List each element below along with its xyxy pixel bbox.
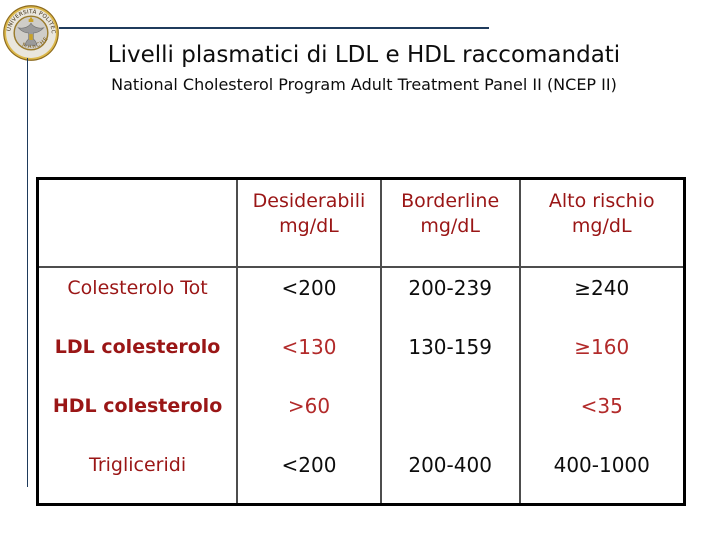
col-header-unit: mg/dL (420, 215, 480, 238)
accent-horizontal-line (59, 27, 489, 29)
table-value-cell: <200 (238, 444, 382, 503)
value-trigliceridi-alto-rischio: 400-1000 (553, 452, 650, 477)
table-value-cell: ≥160 (521, 327, 683, 386)
value-ldl-alto-rischio: ≥160 (574, 335, 630, 360)
col-header-alto-rischio: Alto rischio mg/dL (520, 180, 683, 268)
value-ldl-desiderabili: <130 (281, 335, 337, 360)
university-seal-icon: UNIVERSITÀ POLITECNICA MARCHE (0, 0, 59, 61)
table-value-cell: ≥240 (521, 268, 683, 327)
accent-vertical-line (27, 58, 28, 487)
col-header-label: Alto rischio (548, 190, 655, 212)
eagle-icon (17, 17, 45, 46)
university-seal-logo: UNIVERSITÀ POLITECNICA MARCHE (0, 0, 60, 62)
table-row-label-cell: Trigliceridi (39, 444, 239, 503)
table-value-cell: 130-159 (382, 326, 521, 386)
cholesterol-levels-table: Desiderabili mg/dL Borderline mg/dL Alto… (36, 177, 686, 506)
col-header-borderline: Borderline mg/dL (381, 180, 521, 268)
col-header-label: Borderline (401, 190, 500, 212)
value-colesterolo-borderline: 200-239 (408, 276, 492, 301)
row-label-colesterolo-tot: Colesterolo Tot (67, 277, 208, 300)
value-trigliceridi-borderline: 200-400 (408, 452, 492, 477)
value-colesterolo-desiderabili: <200 (281, 276, 337, 301)
table-value-cell: 200-239 (382, 268, 521, 327)
value-hdl-desiderabili: >60 (287, 393, 331, 418)
table-value-cell: <35 (521, 386, 683, 445)
col-header-unit: mg/dL (279, 215, 339, 238)
row-label-ldl-colesterolo: LDL colesterolo (54, 336, 221, 359)
table-value-cell-empty (382, 385, 521, 445)
table-value-cell: <200 (238, 268, 382, 327)
col-header-desiderabili: Desiderabili mg/dL (238, 180, 382, 268)
table-row-label-cell: HDL colesterolo (39, 385, 239, 445)
table-row-label-cell: LDL colesterolo (39, 326, 239, 386)
row-label-hdl-colesterolo: HDL colesterolo (52, 394, 223, 417)
table-value-cell: 200-400 (382, 444, 521, 503)
table-corner-cell (39, 180, 239, 268)
value-trigliceridi-desiderabili: <200 (281, 452, 337, 477)
table-value-cell: <130 (238, 326, 382, 386)
col-header-unit: mg/dL (571, 215, 632, 238)
row-label-trigliceridi: Trigliceridi (89, 453, 187, 476)
value-hdl-alto-rischio: <35 (580, 393, 623, 418)
value-colesterolo-alto-rischio: ≥240 (574, 276, 630, 301)
table-value-cell: 400-1000 (521, 444, 683, 503)
table-value-cell: >60 (238, 385, 382, 445)
table-row-label-cell: Colesterolo Tot (39, 268, 239, 327)
slide-title: Livelli plasmatici di LDL e HDL raccoman… (107, 42, 621, 68)
col-header-label: Desiderabili (252, 190, 366, 212)
value-ldl-borderline: 130-159 (408, 335, 492, 360)
slide-subtitle: National Cholesterol Program Adult Treat… (111, 75, 617, 94)
